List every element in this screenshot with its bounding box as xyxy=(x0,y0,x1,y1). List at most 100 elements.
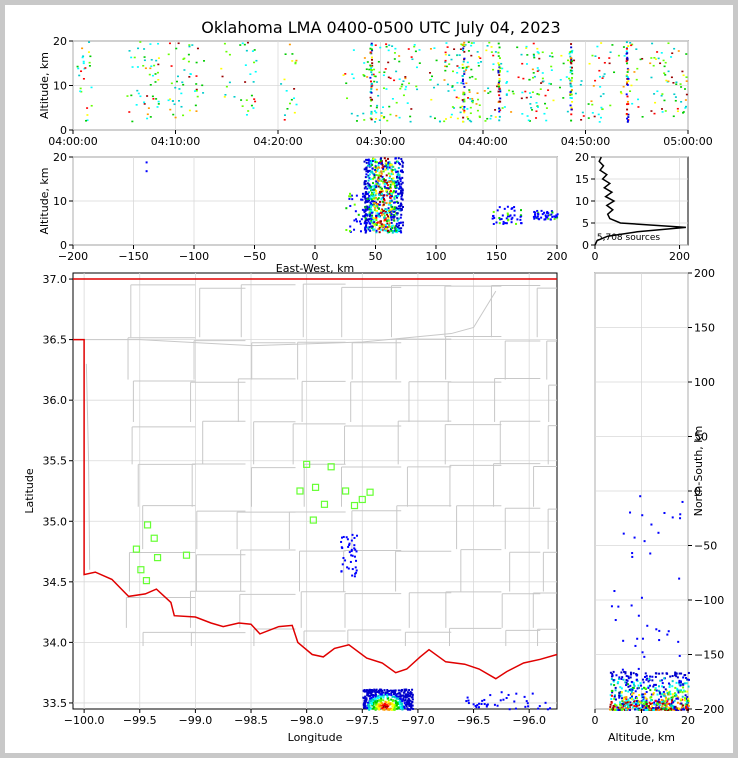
lightning-source-point xyxy=(476,92,479,95)
lightning-source-point xyxy=(664,696,667,699)
lightning-source-point xyxy=(461,75,464,77)
lightning-source-point xyxy=(365,173,368,176)
lightning-source-point xyxy=(408,704,411,707)
lightning-source-point xyxy=(368,169,371,172)
lightning-source-point xyxy=(391,224,394,227)
lightning-source-point xyxy=(617,605,620,608)
latitude-ylabel: Latitude xyxy=(23,468,36,514)
lightning-source-point xyxy=(381,166,384,169)
lightning-source-point xyxy=(405,693,408,696)
lightning-source-point xyxy=(370,69,373,72)
lightning-source-point xyxy=(196,95,199,98)
lightning-source-point xyxy=(413,45,416,48)
lightning-source-point xyxy=(381,175,384,178)
lightning-source-point xyxy=(385,227,388,230)
lightning-source-point xyxy=(370,112,373,115)
lightning-source-point xyxy=(658,639,661,642)
lightning-source-point xyxy=(675,83,678,86)
lightning-source-point xyxy=(403,702,406,705)
lightning-source-point xyxy=(354,566,357,569)
lightning-source-point xyxy=(396,196,399,199)
lightning-source-point xyxy=(469,106,472,109)
lightning-source-point xyxy=(368,183,371,186)
lightning-source-point xyxy=(613,694,616,697)
lightning-source-point xyxy=(377,214,380,217)
lightning-source-point xyxy=(475,706,478,709)
lightning-source-point xyxy=(497,55,500,57)
lightning-source-point xyxy=(390,229,393,232)
lightning-source-point xyxy=(370,200,373,203)
lightning-source-point xyxy=(533,56,536,59)
lightning-source-point xyxy=(624,704,627,707)
lightning-source-point xyxy=(545,119,548,122)
lightning-source-point xyxy=(392,695,395,698)
lightning-source-point xyxy=(369,178,372,181)
northsouth-ylabel: North-South, km xyxy=(692,426,705,517)
lightning-source-point xyxy=(390,195,393,198)
lightning-source-point xyxy=(366,159,369,162)
lightning-source-point xyxy=(383,157,386,160)
lightning-source-point xyxy=(536,105,539,107)
lightning-source-point xyxy=(341,536,344,539)
lightning-source-point xyxy=(649,552,652,555)
lightning-source-point xyxy=(622,701,625,704)
lightning-source-point xyxy=(628,705,631,708)
lightning-source-point xyxy=(681,708,684,711)
lightning-source-point xyxy=(646,708,649,711)
lightning-source-point xyxy=(540,82,543,84)
lightning-source-point xyxy=(368,690,371,693)
lightning-source-point xyxy=(631,706,634,709)
lightning-source-point xyxy=(663,677,666,680)
lightning-source-point xyxy=(685,93,688,96)
lightning-source-point xyxy=(644,672,647,675)
lightning-source-point xyxy=(293,88,296,90)
lightning-source-point xyxy=(351,568,354,571)
lightning-source-point xyxy=(398,695,401,698)
lightning-source-point xyxy=(500,691,503,694)
lightning-source-point xyxy=(406,695,409,698)
lightning-source-point xyxy=(203,60,206,62)
lightning-source-point xyxy=(612,704,615,707)
lightning-source-point xyxy=(598,121,601,123)
lightning-source-point xyxy=(635,674,638,677)
lightning-source-point xyxy=(379,158,382,161)
lightning-source-point xyxy=(401,176,404,179)
lightning-source-point xyxy=(609,705,612,708)
lightning-source-point xyxy=(398,222,401,225)
lightning-source-point xyxy=(369,80,372,83)
lightning-source-point xyxy=(467,97,470,99)
lightning-source-point xyxy=(375,229,378,232)
lightning-source-point xyxy=(410,56,413,58)
lightning-source-point xyxy=(395,229,398,232)
lightning-source-point xyxy=(342,557,345,560)
lightning-source-point xyxy=(498,119,501,122)
lightning-source-point xyxy=(360,218,363,221)
lightning-source-point xyxy=(664,695,667,698)
lightning-source-point xyxy=(378,178,381,181)
lightning-source-point xyxy=(674,674,677,677)
lightning-source-point xyxy=(375,185,378,188)
lightning-source-point xyxy=(499,218,502,221)
lightning-source-point xyxy=(498,110,501,113)
lightning-source-point xyxy=(599,95,602,98)
lightning-source-point xyxy=(498,74,501,76)
lightning-source-point xyxy=(157,63,160,66)
lightning-source-point xyxy=(505,697,508,700)
lightning-source-point xyxy=(389,189,392,192)
lightning-source-point xyxy=(136,66,139,68)
lightning-source-point xyxy=(502,222,505,225)
lightning-source-point xyxy=(290,98,293,101)
lightning-source-point xyxy=(498,100,501,103)
lightning-source-point xyxy=(351,198,354,201)
latitude-tick-label: 33.5 xyxy=(43,697,68,710)
lightning-source-point xyxy=(624,681,627,684)
lightning-source-point xyxy=(341,547,344,550)
lightning-source-point xyxy=(383,229,386,232)
lightning-source-point xyxy=(380,170,383,173)
lightning-source-point xyxy=(399,185,402,188)
lightning-source-point xyxy=(350,539,353,542)
lightning-source-point xyxy=(637,684,640,687)
state-border xyxy=(72,338,558,680)
lightning-source-point xyxy=(253,98,256,100)
lightning-source-point xyxy=(641,57,644,60)
